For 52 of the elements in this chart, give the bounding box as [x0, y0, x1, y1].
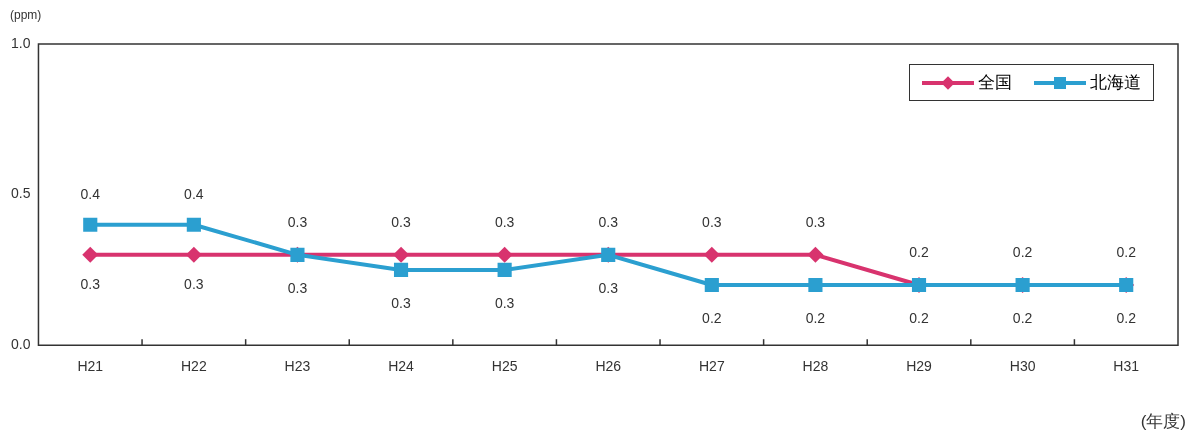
- x-tick-label: H26: [595, 358, 622, 375]
- y-tick-label: 0.0: [10, 336, 31, 353]
- y-axis-title: (ppm): [10, 8, 42, 22]
- data-label: 0.3: [805, 213, 826, 230]
- legend-label: 北海道: [1090, 72, 1141, 94]
- x-tick-label: H21: [77, 358, 104, 375]
- legend-label: 全国: [978, 72, 1012, 94]
- data-label: 0.3: [494, 294, 515, 311]
- data-label: 0.3: [184, 275, 204, 292]
- data-label: 0.3: [598, 279, 619, 296]
- point: [393, 262, 409, 277]
- x-tick-label: H30: [1009, 358, 1036, 375]
- x-tick-label: H24: [388, 358, 415, 375]
- data-label: 0.3: [391, 294, 411, 311]
- point: [497, 262, 512, 277]
- data-label: 0.3: [287, 279, 308, 296]
- data-label: 0.3: [80, 275, 101, 292]
- x-tick-label: H31: [1113, 358, 1140, 375]
- y-tick-label: 1.0: [10, 34, 31, 51]
- x-tick-label: H22: [181, 358, 207, 375]
- point: [393, 246, 410, 263]
- data-label: 0.2: [1116, 309, 1137, 326]
- data-label: 0.3: [391, 213, 411, 230]
- x-tick-label: H28: [802, 358, 829, 375]
- point: [808, 277, 823, 293]
- data-label: 0.2: [1012, 243, 1033, 260]
- data-label: 0.2: [909, 309, 929, 326]
- point: [807, 246, 824, 263]
- data-label: 0.3: [494, 213, 515, 230]
- data-label: 0.4: [80, 185, 101, 202]
- data-label: 0.2: [1116, 243, 1137, 260]
- data-label: 0.2: [909, 243, 929, 260]
- point: [704, 277, 719, 293]
- data-label: 0.2: [805, 309, 826, 326]
- data-label: 0.3: [702, 213, 722, 230]
- point: [185, 246, 202, 263]
- point: [83, 217, 98, 232]
- data-label: 0.3: [287, 213, 308, 230]
- data-label: 0.4: [184, 185, 204, 202]
- x-axis-title: (年度): [1140, 411, 1186, 433]
- point: [703, 246, 720, 263]
- x-tick-label: H29: [906, 358, 933, 375]
- data-label: 0.2: [1012, 309, 1033, 326]
- point: [82, 246, 99, 263]
- point: [496, 246, 513, 263]
- y-tick-label: 0.5: [10, 185, 31, 202]
- point: [186, 217, 201, 232]
- x-tick-label: H23: [284, 358, 311, 375]
- x-tick-label: H25: [491, 358, 518, 375]
- data-label: 0.3: [598, 213, 619, 230]
- x-tick-label: H27: [698, 358, 725, 375]
- data-label: 0.2: [702, 309, 722, 326]
